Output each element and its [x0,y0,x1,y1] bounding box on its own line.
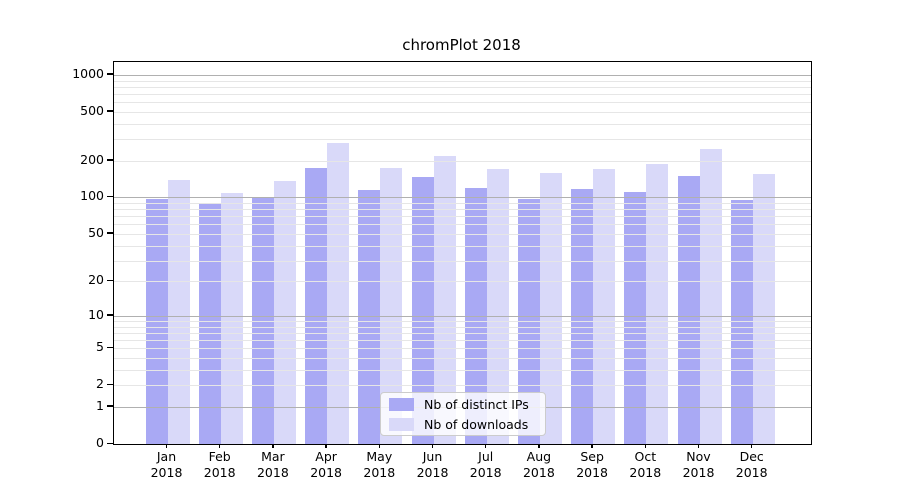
y-tick-mark [107,314,113,316]
x-tick-label: Dec 2018 [735,449,768,480]
bar-distinct-ips [305,167,328,444]
bar-downloads [273,180,296,444]
y-tick-mark [107,159,113,161]
y-tick-mark [107,405,113,407]
y-tick-label: 200 [80,151,104,167]
bar-downloads [486,168,509,444]
y-tick-mark [107,232,113,234]
y-tick-mark [107,73,113,75]
y-tick-label: 100 [80,188,104,204]
bar-downloads [539,172,562,444]
x-tick-label: Nov 2018 [682,449,715,480]
legend-swatch-downloads-icon [389,417,414,431]
y-tick-mark [107,279,113,282]
bar-distinct-ips [251,197,274,444]
x-tick-mark [538,444,540,448]
bar-downloads [433,155,456,444]
bar-distinct-ips [145,199,168,444]
x-tick-mark [485,444,487,448]
x-tick-mark [219,444,221,448]
bar-downloads [593,168,616,444]
legend-swatch-distinct-ips-icon [389,397,414,411]
y-tick-label: 10 [88,306,104,322]
x-tick-mark [325,444,327,448]
y-tick-mark [107,346,113,349]
y-tick-label: 2 [96,376,104,392]
y-tick-mark [107,110,113,112]
y-tick-label: 1000 [72,65,104,81]
bar-downloads [220,193,243,444]
y-tick-label: 500 [80,102,104,118]
y-tick-label: 1 [96,397,104,413]
legend-item-downloads: Nb of downloads [381,416,545,432]
bars-layer [114,62,811,444]
x-tick-label: Sep 2018 [576,449,608,480]
x-tick-mark [644,444,646,448]
plot-area: Nb of distinct IPs Nb of downloads [113,61,812,445]
bar-distinct-ips [198,204,221,444]
x-tick-mark [378,444,380,448]
x-tick-mark [591,444,593,448]
legend-label-downloads: Nb of downloads [424,416,529,432]
x-tick-mark [751,444,753,448]
x-tick-mark [165,444,168,448]
bar-distinct-ips [571,188,594,444]
legend-label-distinct-ips: Nb of distinct IPs [424,396,529,412]
x-tick-label: Feb 2018 [203,449,236,480]
x-tick-label: Apr 2018 [310,449,342,480]
bar-distinct-ips [624,192,647,444]
bar-distinct-ips [730,200,753,444]
y-tick-label: 0 [96,435,104,450]
x-tick-label: Oct 2018 [629,449,662,480]
y-tick-mark [107,195,113,198]
bar-downloads [380,167,403,444]
x-tick-label: Aug 2018 [522,449,555,480]
bar-downloads [752,173,775,444]
y-tick-label: 50 [88,224,104,240]
y-tick-mark [107,383,113,386]
x-tick-mark [272,444,274,448]
bar-distinct-ips [677,176,700,444]
bar-downloads [699,149,722,444]
x-tick-label: Mar 2018 [256,449,289,480]
bar-distinct-ips [411,176,434,444]
x-tick-mark [431,444,434,448]
y-tick-label: 5 [96,339,104,355]
x-tick-label: Jan 2018 [150,449,183,480]
bar-downloads [167,180,190,444]
y-tick-mark [107,442,113,444]
x-tick-mark [697,444,700,448]
bar-downloads [327,143,350,444]
legend: Nb of distinct IPs Nb of downloads [380,392,546,436]
x-tick-label: May 2018 [363,449,396,480]
x-tick-label: Jun 2018 [416,449,449,480]
legend-item-distinct-ips: Nb of distinct IPs [381,396,545,412]
bar-downloads [646,164,669,444]
x-tick-label: Jul 2018 [469,449,502,480]
chart-title: chromPlot 2018 [402,36,521,54]
bar-distinct-ips [358,190,381,444]
y-tick-label: 20 [88,272,104,288]
